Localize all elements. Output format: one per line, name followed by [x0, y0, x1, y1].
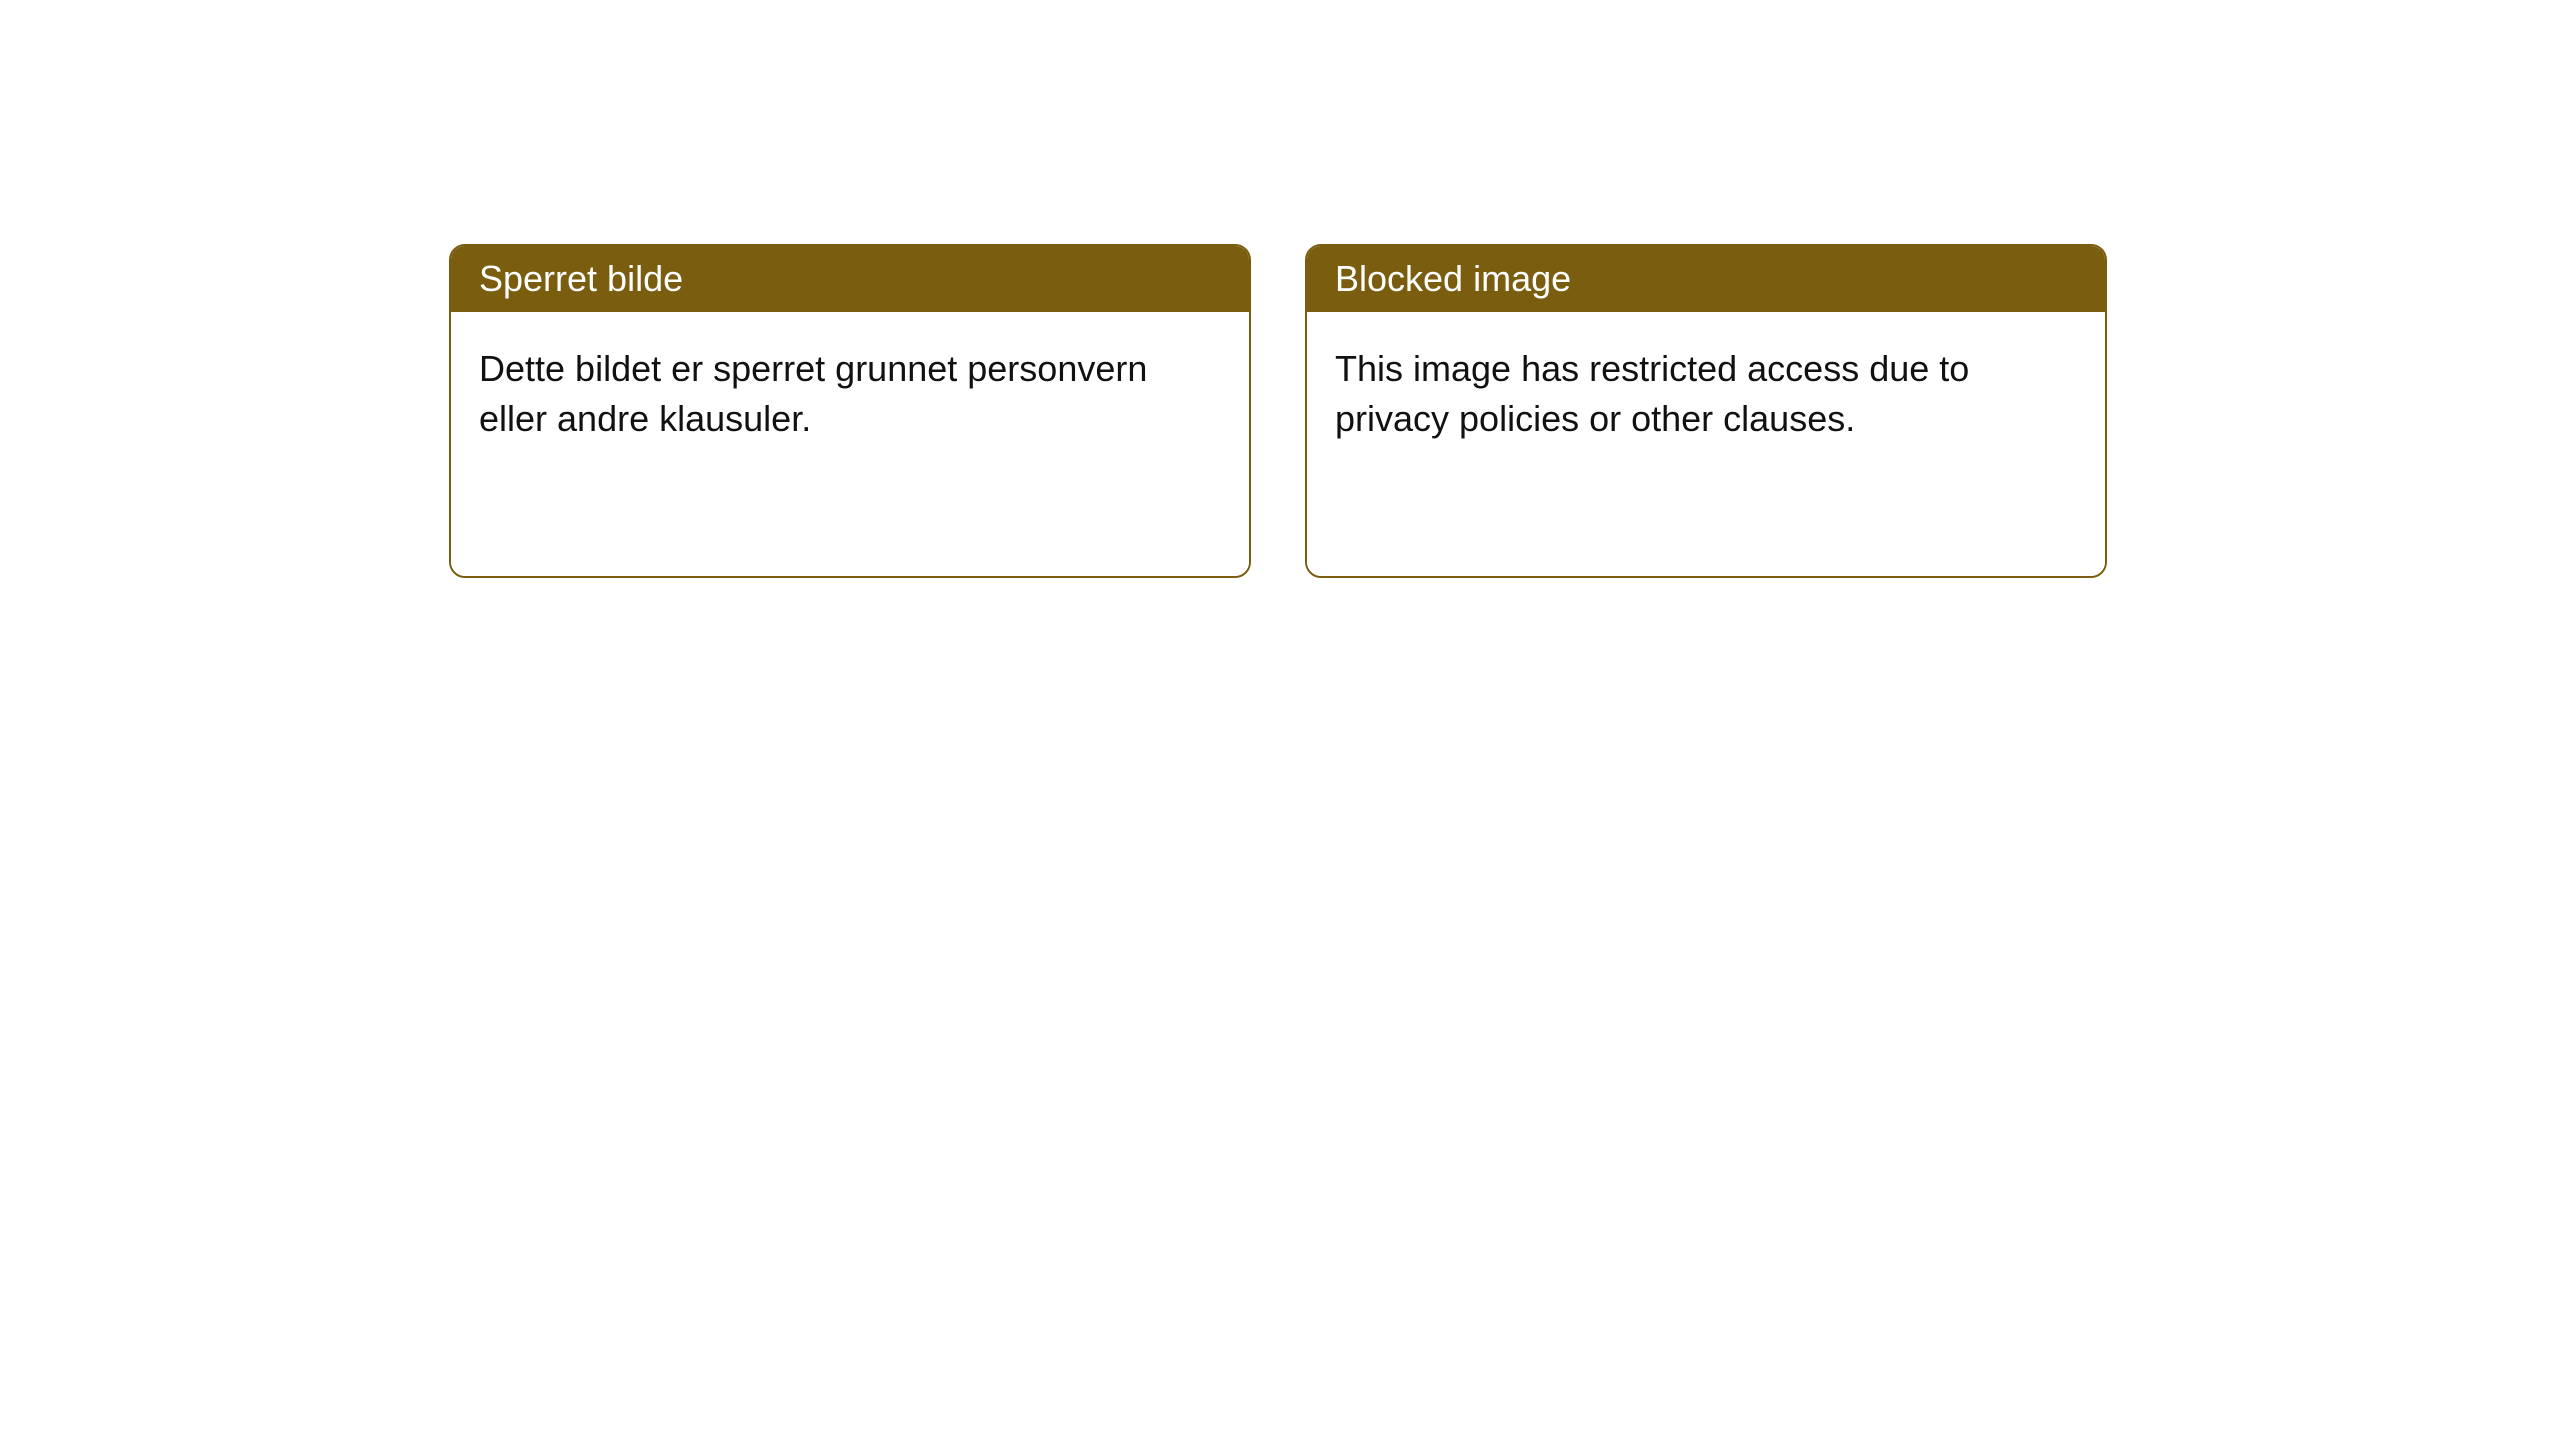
notice-card-norwegian: Sperret bilde Dette bildet er sperret gr… [449, 244, 1251, 578]
notice-card-english: Blocked image This image has restricted … [1305, 244, 2107, 578]
card-title: Blocked image [1335, 258, 1571, 299]
card-text: This image has restricted access due to … [1335, 344, 2077, 445]
card-body: This image has restricted access due to … [1307, 312, 2105, 576]
card-header: Sperret bilde [451, 246, 1249, 312]
card-title: Sperret bilde [479, 258, 683, 299]
card-body: Dette bildet er sperret grunnet personve… [451, 312, 1249, 576]
card-header: Blocked image [1307, 246, 2105, 312]
notice-cards-container: Sperret bilde Dette bildet er sperret gr… [449, 244, 2107, 578]
card-text: Dette bildet er sperret grunnet personve… [479, 344, 1221, 445]
